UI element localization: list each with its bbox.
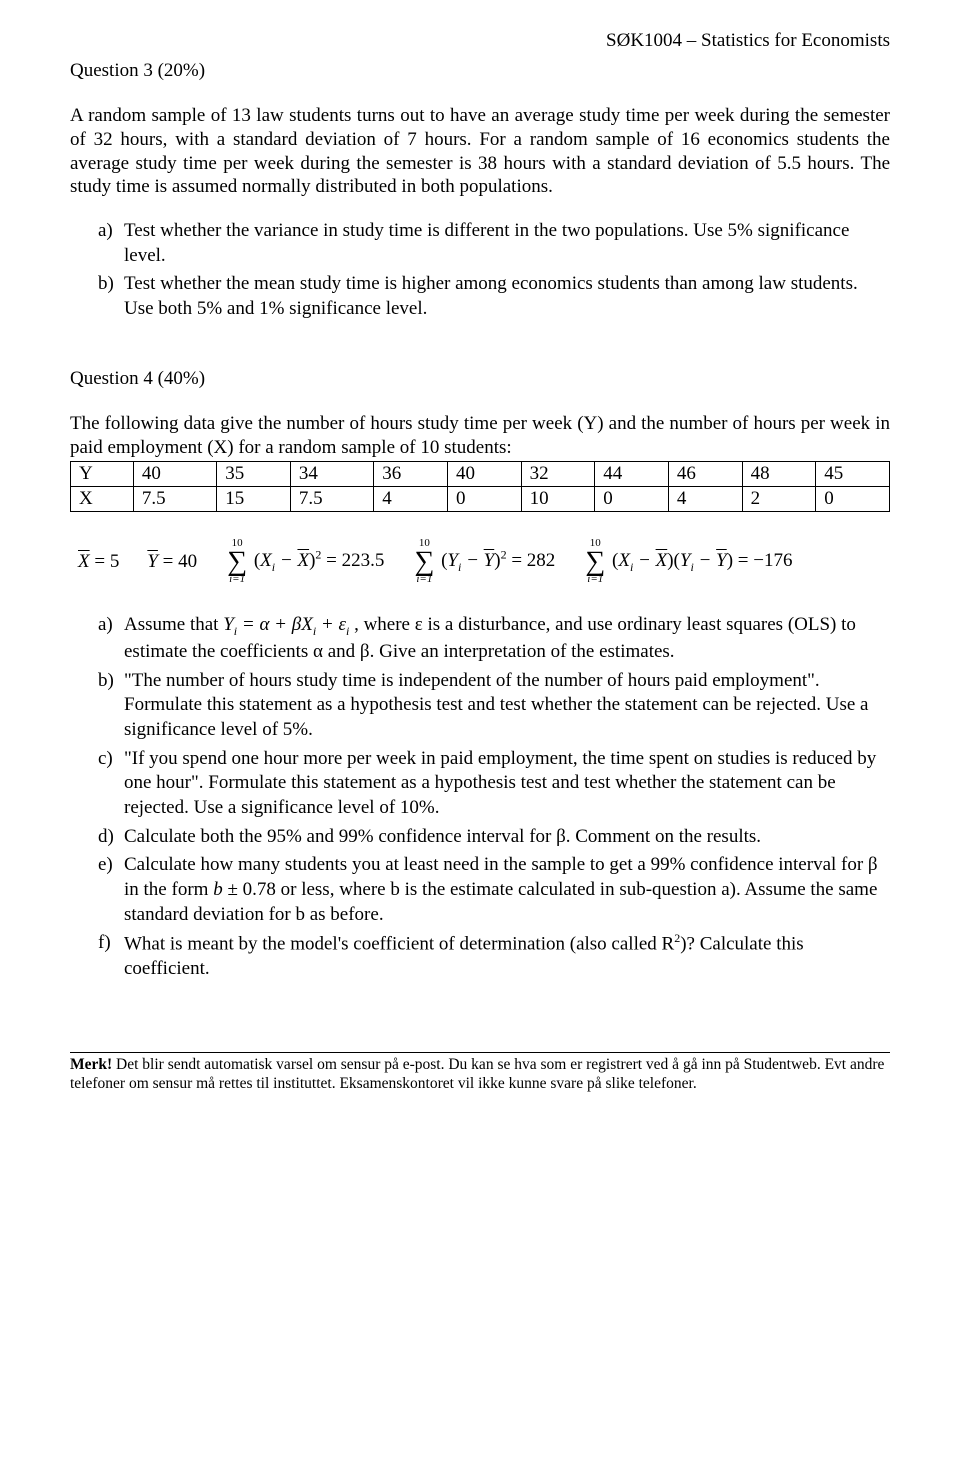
q4-c: c) "If you spend one hour more per week … — [98, 747, 890, 821]
list-label: a) — [98, 613, 124, 664]
list-label: b) — [98, 272, 124, 321]
footer: Merk! Det blir sendt automatisk varsel o… — [70, 1055, 890, 1094]
q4-title: Question 4 (40%) — [70, 368, 890, 390]
q4-b-text: "The number of hours study time is indep… — [124, 669, 890, 743]
cell: 15 — [217, 487, 291, 512]
cell: X — [71, 487, 134, 512]
q4-f-text: What is meant by the model's coefficient… — [124, 931, 890, 982]
cell: Y — [71, 462, 134, 487]
q4-b: b) "The number of hours study time is in… — [98, 669, 890, 743]
q4-a-text: Assume that Yi = α + βXi + εi , where ε … — [124, 613, 890, 664]
q3-b: b) Test whether the mean study time is h… — [98, 272, 890, 321]
footer-text: Det blir sendt automatisk varsel om sens… — [70, 1056, 884, 1092]
q4-c-text: "If you spend one hour more per week in … — [124, 747, 890, 821]
cell: 34 — [290, 462, 373, 487]
summary-stats: X = 5 Y = 40 10∑i=1 (Xi − X)2 = 223.5 10… — [78, 538, 890, 585]
cell: 10 — [521, 487, 595, 512]
cell: 35 — [217, 462, 291, 487]
cell: 4 — [374, 487, 448, 512]
footer-separator — [70, 1052, 890, 1053]
q4-a: a) Assume that Yi = α + βXi + εi , where… — [98, 613, 890, 664]
q4-e-text: Calculate how many students you at least… — [124, 853, 890, 927]
cell: 40 — [447, 462, 521, 487]
q3-b-text: Test whether the mean study time is high… — [124, 272, 890, 321]
course-header: SØK1004 – Statistics for Economists — [70, 30, 890, 52]
cell: 7.5 — [133, 487, 216, 512]
q4-list: a) Assume that Yi = α + βXi + εi , where… — [70, 613, 890, 982]
cell: 7.5 — [290, 487, 373, 512]
cell: 4 — [668, 487, 742, 512]
ybar: Y = 40 — [147, 551, 197, 573]
cell: 0 — [816, 487, 890, 512]
cell: 0 — [595, 487, 669, 512]
q3-a-text: Test whether the variance in study time … — [124, 219, 890, 268]
cell: 45 — [816, 462, 890, 487]
cell: 44 — [595, 462, 669, 487]
list-label: d) — [98, 825, 124, 850]
q3-a: a) Test whether the variance in study ti… — [98, 219, 890, 268]
list-label: a) — [98, 219, 124, 268]
footer-bold: Merk! — [70, 1056, 112, 1073]
list-label: c) — [98, 747, 124, 821]
cell: 40 — [133, 462, 216, 487]
q4-d-text: Calculate both the 95% and 99% confidenc… — [124, 825, 890, 850]
cell: 2 — [742, 487, 816, 512]
q4-f: f) What is meant by the model's coeffici… — [98, 931, 890, 982]
list-label: e) — [98, 853, 124, 927]
list-label: b) — [98, 669, 124, 743]
q3-title: Question 3 (20%) — [70, 60, 890, 82]
q4-d: d) Calculate both the 95% and 99% confid… — [98, 825, 890, 850]
cell: 32 — [521, 462, 595, 487]
cell: 36 — [374, 462, 448, 487]
q3-intro: A random sample of 13 law students turns… — [70, 104, 890, 199]
page: SØK1004 – Statistics for Economists Ques… — [0, 0, 960, 1124]
data-table: Y 40 35 34 36 40 32 44 46 48 45 X 7.5 15… — [70, 461, 890, 512]
list-label: f) — [98, 931, 124, 982]
q4-e: e) Calculate how many students you at le… — [98, 853, 890, 927]
cell: 0 — [447, 487, 521, 512]
sxx: 10∑i=1 (Xi − X)2 = 223.5 — [225, 538, 384, 585]
cell: 46 — [668, 462, 742, 487]
table-row: Y 40 35 34 36 40 32 44 46 48 45 — [71, 462, 890, 487]
cell: 48 — [742, 462, 816, 487]
table-row: X 7.5 15 7.5 4 0 10 0 4 2 0 — [71, 487, 890, 512]
q3-list: a) Test whether the variance in study ti… — [70, 219, 890, 322]
syy: 10∑i=1 (Yi − Y)2 = 282 — [412, 538, 555, 585]
q4-intro: The following data give the number of ho… — [70, 412, 890, 460]
sxy: 10∑i=1 (Xi − X)(Yi − Y) = −176 — [583, 538, 792, 585]
xbar: X = 5 — [78, 551, 119, 573]
